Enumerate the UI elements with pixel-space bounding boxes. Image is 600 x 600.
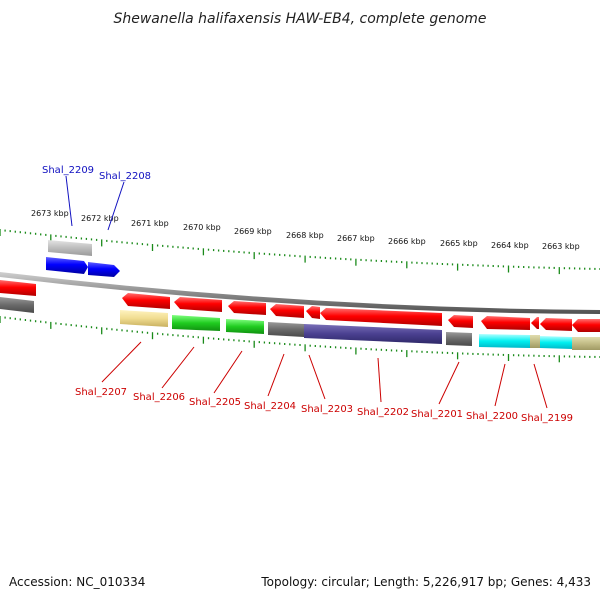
gene-shal-2209-arrow (46, 257, 88, 274)
gene-shal-2209-block (48, 240, 92, 256)
gene-right-olive-block (572, 337, 600, 350)
leader-line (213, 350, 243, 394)
reverse-gene-labels: Shal_2207 Shal_2206 Shal_2205 Shal_2204 … (75, 387, 573, 424)
gene-label-shal-2200: Shal_2200 (466, 411, 518, 422)
scale-tick-label: 2664 kbp (491, 241, 529, 250)
gene-shal-2205-arrow (228, 301, 266, 315)
gene-shal-2205-block (226, 319, 264, 334)
gene-label-shal-2202: Shal_2202 (357, 407, 409, 418)
gene-shal-2206-arrow (174, 297, 222, 312)
gene-shal-2199-block (540, 336, 572, 349)
leader-line (267, 353, 285, 397)
scale-tick-label: 2671 kbp (131, 219, 169, 228)
gene-label-shal-2205: Shal_2205 (189, 397, 241, 408)
gene-label-shal-2206: Shal_2206 (133, 392, 185, 403)
gene-label-shal-2209: Shal_2209 (42, 165, 94, 176)
gene-label-shal-2199: Shal_2199 (521, 413, 573, 424)
gene-shal-2201-arrow (448, 315, 473, 328)
leader-line (161, 346, 195, 389)
gene-shal-2202-arrow (320, 308, 442, 326)
gene-shal-2208-arrow (88, 262, 120, 277)
gene-shal-2201-block (446, 332, 472, 346)
scale-tick-label: 2669 kbp (234, 227, 272, 236)
leader-line (533, 363, 548, 409)
gene-label-shal-2208: Shal_2208 (99, 171, 151, 182)
gene-label-shal-2201: Shal_2201 (411, 409, 463, 420)
scale-tick-label: 2673 kbp (31, 209, 69, 218)
accession-text: Accession: NC_010334 (9, 575, 145, 589)
gene-shal-2204-block (268, 322, 304, 337)
gene-left-gray-block (0, 297, 34, 313)
scale-tick-label: 2672 kbp (81, 214, 119, 223)
scale-labels: 2673 kbp 2672 kbp 2671 kbp 2670 kbp 2669… (31, 209, 580, 251)
scale-tick-label: 2670 kbp (183, 223, 221, 232)
inner-tick-ring (0, 316, 600, 363)
reverse-strand-genes (0, 280, 600, 350)
scale-tick-label: 2667 kbp (337, 234, 375, 243)
leader-line (107, 181, 125, 231)
gene-shal-2206-block (172, 315, 220, 331)
gene-shal-2199-arrow (540, 318, 572, 331)
genome-backbone (0, 272, 600, 314)
gene-small-red-arrow (531, 317, 539, 329)
label-leaders (65, 175, 548, 409)
gene-shal-2207-block (120, 310, 168, 327)
leader-line (65, 175, 73, 227)
genome-summary-text: Topology: circular; Length: 5,226,917 bp… (260, 575, 591, 589)
leader-line (308, 354, 326, 400)
scale-tick-label: 2666 kbp (388, 237, 426, 246)
gene-shal-2207-arrow (122, 293, 170, 309)
gene-right-red-arrow (572, 319, 600, 332)
leader-line (494, 363, 506, 407)
gene-olive-small-block (530, 335, 540, 348)
scale-tick-label: 2665 kbp (440, 239, 478, 248)
leader-line (377, 357, 382, 403)
map-title: Shewanella halifaxensis HAW-EB4, complet… (113, 11, 486, 27)
scale-tick-label: 2663 kbp (542, 242, 580, 251)
forward-strand-genes (46, 240, 120, 277)
gene-label-shal-2207: Shal_2207 (75, 387, 127, 398)
gene-shal-2200-arrow (481, 316, 530, 330)
gene-shal-2203-block (304, 324, 442, 344)
leader-line (101, 341, 142, 383)
scale-tick-label: 2668 kbp (286, 231, 324, 240)
gene-label-shal-2203: Shal_2203 (301, 404, 353, 415)
outer-tick-ring (0, 229, 600, 275)
gene-shal-2204-arrow (270, 304, 304, 318)
forward-gene-labels: Shal_2209 Shal_2208 (42, 165, 151, 182)
gene-shal-2200-block (479, 334, 530, 348)
gene-shal-2203-arrow (306, 306, 320, 319)
gene-left-red-arrow (0, 280, 36, 296)
leader-line (438, 361, 460, 405)
gene-label-shal-2204: Shal_2204 (244, 401, 296, 412)
